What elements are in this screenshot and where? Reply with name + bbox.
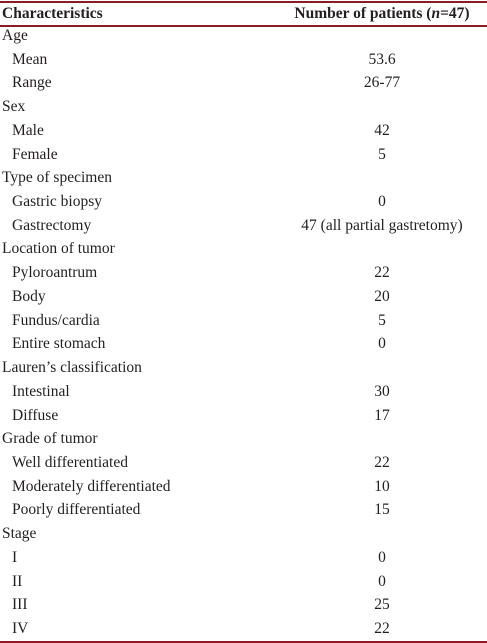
row-label: Range [12,74,52,92]
row-value: 17 [374,406,390,424]
row-label: Moderately differentiated [12,477,171,495]
row-label: Well differentiated [12,453,128,471]
row-label: II [12,572,23,590]
row-label: Mean [12,50,48,68]
row-value: 22 [374,620,390,637]
row-value: 5 [378,311,386,329]
row-value: 26-77 [363,74,401,92]
row-label: Diffuse [12,406,59,424]
section-title: Age [2,27,28,44]
column-header: Number of patients (n=47) [272,4,487,24]
row-value: 42 [374,121,390,139]
row-value: 47 (all partial gastretomy) [301,216,463,234]
row-label: Body [12,287,46,305]
header-part: =47) [440,5,470,22]
row-label: Entire stomach [12,335,106,353]
row-label: Female [12,145,58,163]
row-label: Gastric biopsy [12,193,102,211]
row-label: I [12,548,18,566]
row-value: 15 [374,501,390,519]
row-value: 25 [374,596,390,614]
header-rule [0,25,487,27]
row-label: Intestinal [12,382,70,400]
row-label: Gastrectomy [12,216,92,234]
row-value: 5 [378,145,386,163]
header-part: Number of patients ( [294,5,432,22]
header-part: n [431,5,441,22]
top-rule [0,1,487,3]
section-title: Stage [2,525,37,543]
row-label: Pyloroantrum [12,264,98,282]
section-title: Sex [2,98,26,116]
row-value: 22 [374,264,390,282]
row-value: 22 [374,453,390,471]
row-label: Male [12,121,44,139]
row-value: 0 [378,572,386,590]
row-value: 30 [374,382,390,400]
row-label: Fundus/cardia [12,311,100,329]
row-value: 0 [378,548,386,566]
section-title: Type of specimen [2,169,112,187]
row-label: III [12,596,28,614]
column-header: Characteristics [2,5,103,22]
row-value: 53.6 [368,50,396,68]
row-label: IV [12,620,29,637]
row-value: 10 [374,477,390,495]
row-value: 0 [378,193,386,211]
section-title: Location of tumor [2,240,115,258]
section-title: Lauren’s classification [2,359,142,377]
row-label: Poorly differentiated [12,501,141,519]
row-value: 20 [374,287,390,305]
row-value: 0 [378,335,386,353]
section-title: Grade of tumor [2,430,98,448]
